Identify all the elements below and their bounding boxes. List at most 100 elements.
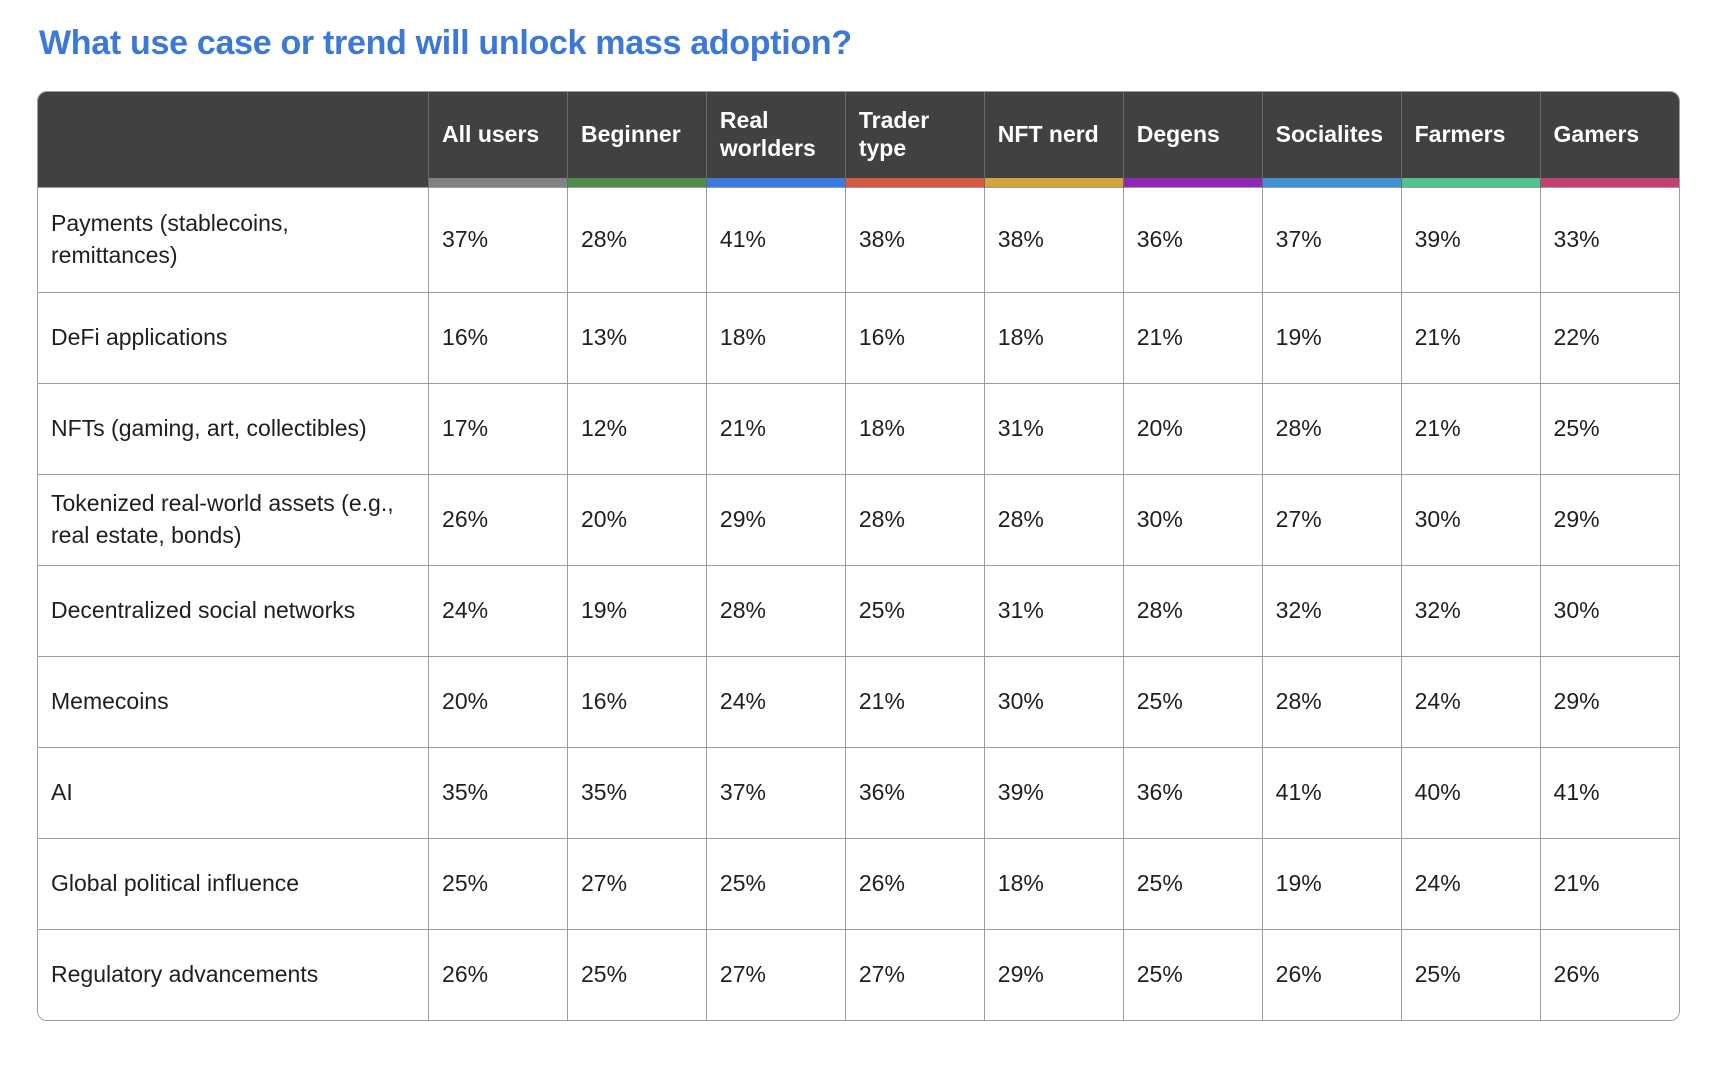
value-cell: 27% <box>1261 473 1402 565</box>
row-label: Tokenized real-world assets (e.g., real … <box>38 473 429 565</box>
table-row: Tokenized real-world assets (e.g., real … <box>38 473 1679 565</box>
value-cell: 20% <box>566 473 707 565</box>
row-label: Regulatory advancements <box>38 928 429 1020</box>
value-cell: 38% <box>983 186 1124 292</box>
value-cell: 30% <box>1400 473 1541 565</box>
value-cell: 36% <box>1122 746 1263 838</box>
value-cell: 25% <box>1122 837 1263 929</box>
value-cell: 21% <box>1400 382 1541 474</box>
value-cell: 28% <box>1261 382 1402 474</box>
column-color-bar <box>706 177 845 187</box>
value-cell: 28% <box>983 473 1124 565</box>
survey-results-table-container: All users Beginner Real worlders Trader typ… <box>37 91 1680 1021</box>
column-header-all-users: All users <box>428 92 568 187</box>
value-cell: 40% <box>1400 746 1541 838</box>
value-cell: 28% <box>1261 655 1402 747</box>
row-label: DeFi applications <box>38 291 429 383</box>
value-cell: 12% <box>566 382 707 474</box>
value-cell: 19% <box>1261 837 1402 929</box>
value-cell: 24% <box>428 564 568 656</box>
value-cell: 33% <box>1539 186 1679 292</box>
value-cell: 26% <box>428 473 568 565</box>
value-cell: 41% <box>1539 746 1679 838</box>
value-cell: 38% <box>844 186 985 292</box>
value-cell: 28% <box>844 473 985 565</box>
value-cell: 30% <box>983 655 1124 747</box>
column-color-bar <box>1262 177 1401 187</box>
column-color-bar <box>429 177 567 187</box>
column-header-nft-nerd: NFT nerd <box>983 92 1124 187</box>
table-row: DeFi applications 16% 13% 18% 16% 18% 21% 19% 21… <box>38 291 1679 383</box>
column-color-bar <box>984 177 1123 187</box>
row-label: Memecoins <box>38 655 429 747</box>
corner-header-cell <box>38 92 429 187</box>
value-cell: 18% <box>705 291 846 383</box>
value-cell: 21% <box>1539 837 1679 929</box>
value-cell: 35% <box>566 746 707 838</box>
value-cell: 21% <box>1122 291 1263 383</box>
column-color-bar <box>1123 177 1262 187</box>
column-header-label: Beginner <box>580 120 681 147</box>
value-cell: 16% <box>844 291 985 383</box>
row-label: Decentralized social networks <box>38 564 429 656</box>
value-cell: 20% <box>428 655 568 747</box>
value-cell: 28% <box>1122 564 1263 656</box>
row-label: NFTs (gaming, art, collectibles) <box>38 382 429 474</box>
column-header-socialites: Socialites <box>1261 92 1402 187</box>
value-cell: 41% <box>705 186 846 292</box>
row-label: AI <box>38 746 429 838</box>
table-row: Memecoins 20% 16% 24% 21% 30% 25% 28% 24% 29% <box>38 655 1679 747</box>
value-cell: 36% <box>1122 186 1263 292</box>
column-header-gamers: Gamers <box>1539 92 1679 187</box>
value-cell: 27% <box>844 928 985 1020</box>
value-cell: 25% <box>566 928 707 1020</box>
column-header-label: Socialites <box>1275 120 1384 147</box>
column-header-label: Real worlders <box>719 106 816 162</box>
table-row: Regulatory advancements 26% 25% 27% 27% 29% 25… <box>38 928 1679 1020</box>
value-cell: 28% <box>566 186 707 292</box>
row-label: Payments (stablecoins, remittances) <box>38 186 429 292</box>
table-row: Decentralized social networks 24% 19% 28% 25… <box>38 564 1679 656</box>
value-cell: 25% <box>1400 928 1541 1020</box>
value-cell: 37% <box>705 746 846 838</box>
column-header-label: Trader type <box>858 106 930 162</box>
value-cell: 18% <box>983 837 1124 929</box>
value-cell: 29% <box>983 928 1124 1020</box>
value-cell: 24% <box>1400 655 1541 747</box>
value-cell: 26% <box>844 837 985 929</box>
value-cell: 21% <box>844 655 985 747</box>
row-label: Global political influence <box>38 837 429 929</box>
value-cell: 27% <box>566 837 707 929</box>
survey-results-table: All users Beginner Real worlders Trader typ… <box>38 92 1679 1020</box>
value-cell: 25% <box>705 837 846 929</box>
value-cell: 30% <box>1539 564 1679 656</box>
value-cell: 41% <box>1261 746 1402 838</box>
value-cell: 39% <box>983 746 1124 838</box>
value-cell: 25% <box>844 564 985 656</box>
value-cell: 22% <box>1539 291 1679 383</box>
value-cell: 37% <box>1261 186 1402 292</box>
header-row: All users Beginner Real worlders Trader typ… <box>38 92 1679 187</box>
value-cell: 21% <box>705 382 846 474</box>
value-cell: 25% <box>1122 655 1263 747</box>
column-color-bar <box>1540 177 1679 187</box>
value-cell: 26% <box>428 928 568 1020</box>
column-header-degens: Degens <box>1122 92 1263 187</box>
column-header-label: Degens <box>1136 120 1220 147</box>
value-cell: 19% <box>1261 291 1402 383</box>
value-cell: 27% <box>705 928 846 1020</box>
value-cell: 30% <box>1122 473 1263 565</box>
value-cell: 13% <box>566 291 707 383</box>
value-cell: 24% <box>705 655 846 747</box>
column-header-label: Farmers <box>1414 120 1506 147</box>
column-header-beginner: Beginner <box>566 92 707 187</box>
value-cell: 25% <box>428 837 568 929</box>
table-row: AI 35% 35% 37% 36% 39% 36% 41% 40% 41% <box>38 746 1679 838</box>
column-header-label: All users <box>442 120 540 147</box>
value-cell: 26% <box>1261 928 1402 1020</box>
column-color-bar <box>1401 177 1540 187</box>
value-cell: 19% <box>566 564 707 656</box>
page-title: What use case or trend will unlock mass … <box>39 24 852 62</box>
value-cell: 32% <box>1400 564 1541 656</box>
column-header-label: NFT nerd <box>997 120 1099 147</box>
